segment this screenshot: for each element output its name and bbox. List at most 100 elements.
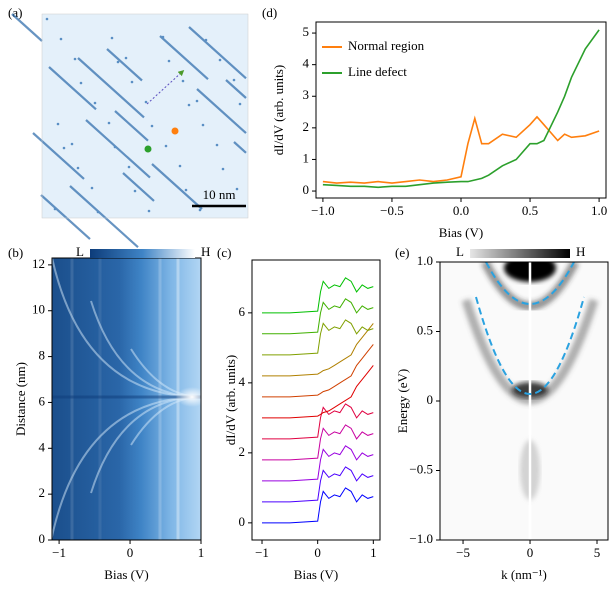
series-line — [262, 319, 374, 356]
adsorbate — [76, 166, 80, 170]
adsorbate — [204, 38, 208, 42]
y-tick-label: 4 — [303, 56, 310, 71]
x-tick-label: 0 — [127, 545, 134, 560]
line-defect — [40, 194, 91, 240]
adsorbate — [62, 146, 66, 150]
x-axis-label: Bias (V) — [439, 225, 483, 240]
adsorbate — [45, 17, 49, 21]
adsorbate — [56, 122, 60, 126]
y-tick-label: 2 — [239, 444, 246, 459]
x-tick-label: 0 — [314, 545, 321, 560]
adsorbate — [96, 210, 100, 214]
x-tick-label: −1.0 — [311, 203, 335, 218]
line-defect — [69, 185, 139, 249]
y-axis-label: dI/dV (arb. units) — [271, 65, 286, 155]
y-tick-label: 4 — [239, 374, 246, 389]
adsorbate — [232, 78, 236, 82]
y-tick-label: 4 — [39, 439, 46, 454]
y-tick-label: 2 — [303, 119, 310, 134]
x-axis-label: k (nm⁻¹) — [501, 567, 547, 582]
y-tick-label: 0 — [427, 392, 434, 407]
y-tick-label: 0.5 — [417, 322, 433, 337]
fit-outer — [475, 296, 585, 395]
adsorbate — [130, 80, 134, 84]
adsorbate — [184, 188, 188, 192]
y-axis-label: Energy (eV) — [395, 369, 410, 433]
adsorbate — [110, 36, 114, 40]
y-tick-label: 8 — [39, 348, 46, 363]
series-line — [262, 445, 374, 482]
line-defect — [48, 66, 97, 111]
y-tick-label: −0.5 — [409, 461, 433, 476]
series-line — [262, 323, 374, 377]
adsorbate — [221, 167, 225, 171]
x-tick-label: 1.0 — [591, 203, 607, 218]
adsorbate — [133, 189, 137, 193]
y-tick-label: 0 — [303, 182, 310, 197]
series-line — [262, 365, 374, 419]
line-defect — [106, 48, 143, 82]
legend-label: Normal region — [348, 38, 425, 53]
y-axis-label: dI/dV (arb. units) — [223, 355, 238, 445]
line-defect — [77, 57, 145, 119]
adsorbate — [198, 208, 202, 212]
fan-line — [52, 258, 201, 398]
adsorbate — [187, 103, 191, 107]
adsorbate — [53, 207, 57, 211]
adsorbate — [161, 35, 165, 39]
y-tick-label: 1.0 — [417, 253, 433, 268]
adsorbate — [127, 165, 131, 169]
colorbar — [470, 249, 570, 258]
adsorbate — [93, 101, 97, 105]
adsorbate — [181, 79, 185, 83]
adsorbate — [178, 164, 182, 168]
heatmap-image — [52, 258, 201, 540]
panel-label: (b) — [8, 245, 23, 260]
panel-label: (d) — [262, 5, 277, 20]
adsorbate — [147, 209, 151, 213]
adsorbate — [116, 60, 120, 64]
y-tick-label: 0 — [39, 531, 46, 546]
bright-spot — [176, 387, 201, 407]
x-axis-label: Bias (V) — [294, 567, 338, 582]
adsorbate — [164, 144, 168, 148]
legend-label: Line defect — [348, 64, 407, 79]
line-defect — [85, 119, 151, 179]
line-defect — [225, 79, 247, 99]
x-tick-label: 1 — [198, 545, 205, 560]
series-line — [262, 424, 374, 461]
adsorbate — [113, 145, 117, 149]
y-tick-label: 12 — [32, 256, 45, 271]
adsorbate — [201, 123, 205, 127]
adsorbate — [167, 59, 171, 63]
series-line — [262, 344, 374, 398]
frame — [41, 13, 249, 219]
adsorbate — [218, 58, 222, 62]
line-defect — [159, 35, 209, 81]
line-defect — [188, 26, 247, 80]
colorbar — [90, 249, 195, 258]
y-tick-label: 1 — [303, 150, 310, 165]
fan-line — [52, 396, 201, 540]
y-tick-label: 5 — [303, 24, 310, 39]
arpes-image — [440, 262, 608, 540]
panel-label: (e) — [395, 245, 409, 260]
x-tick-label: −0.5 — [380, 203, 404, 218]
line-defect — [122, 172, 155, 202]
y-tick-label: 6 — [239, 304, 246, 319]
x-tick-label: 0.0 — [453, 203, 469, 218]
y-tick-label: 3 — [303, 87, 310, 102]
line-defect — [32, 132, 85, 180]
y-tick-label: 0 — [239, 514, 246, 529]
line-defect — [233, 141, 247, 154]
panel-label: (a) — [8, 5, 22, 20]
series-line — [262, 487, 374, 524]
adsorbate — [90, 186, 94, 190]
adsorbate — [195, 99, 199, 103]
x-tick-label: −1 — [52, 545, 66, 560]
line-defect — [196, 88, 247, 134]
series-line — [262, 298, 374, 335]
scale-bar-label: 10 nm — [203, 187, 236, 202]
adsorbate — [144, 100, 148, 104]
